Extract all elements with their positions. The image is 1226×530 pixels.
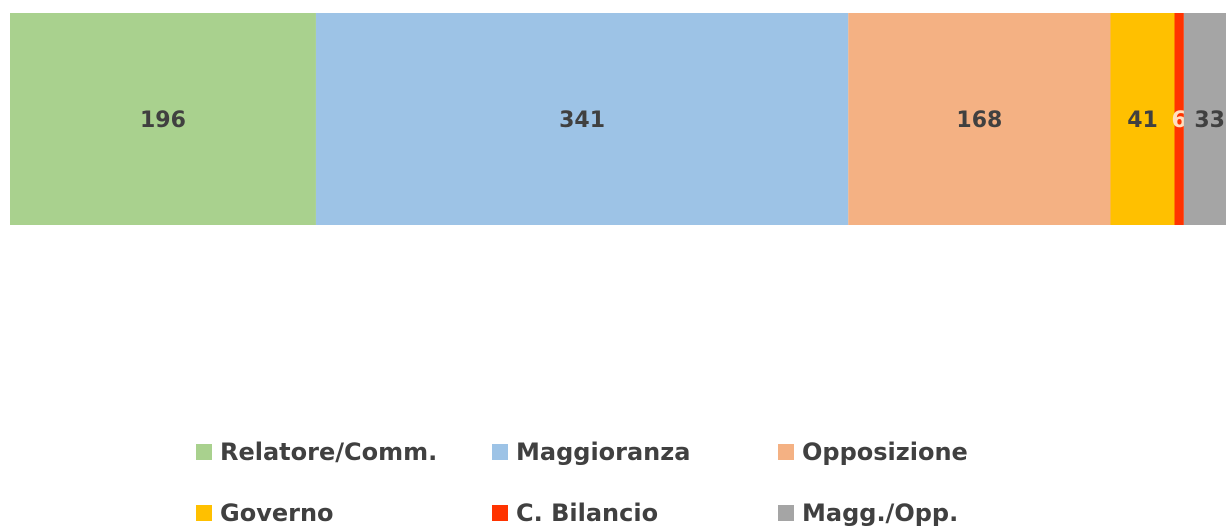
legend-label: Relatore/Comm. [220, 438, 437, 466]
legend-swatch [196, 444, 212, 460]
bar-segment [1174, 13, 1184, 225]
bar-segment [1183, 13, 1226, 225]
legend-label: Opposizione [802, 438, 968, 466]
legend-label: Maggioranza [516, 438, 690, 466]
data-label: 168 [956, 108, 1002, 133]
bar-segment [1110, 13, 1175, 225]
legend-swatch [778, 444, 794, 460]
legend-swatch [492, 505, 508, 521]
data-label: 6 [1172, 108, 1187, 133]
legend-swatch [196, 505, 212, 521]
bar-segment [315, 13, 849, 225]
bar-segment [10, 13, 316, 225]
legend-label: Governo [220, 499, 334, 527]
bar-segment [848, 13, 1111, 225]
legend-label: C. Bilancio [516, 499, 658, 527]
legend-swatch [778, 505, 794, 521]
data-label: 341 [559, 108, 605, 133]
data-label: 196 [140, 108, 186, 133]
legend-label: Magg./Opp. [802, 499, 958, 527]
legend-swatch [492, 444, 508, 460]
data-label: 33 [1194, 108, 1225, 133]
data-label: 41 [1127, 108, 1158, 133]
